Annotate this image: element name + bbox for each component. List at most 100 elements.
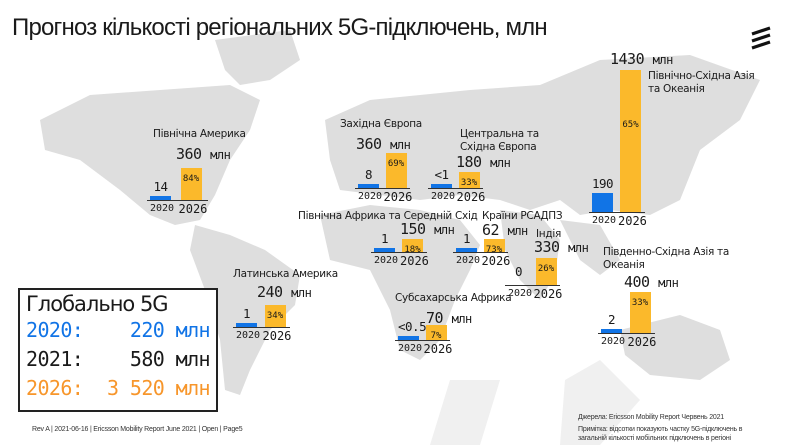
global-value: 580 млн <box>129 347 211 371</box>
value-2026: 360 <box>356 135 382 153</box>
source-note: Джерела: Ericsson Mobility Report Червен… <box>578 414 724 421</box>
share-percent: 34% <box>266 311 284 321</box>
mena-label-2020: 2020 <box>374 255 399 266</box>
we-name: Західна Європа <box>340 118 422 130</box>
share-percent: 73% <box>485 245 503 255</box>
share-percent: 7% <box>430 331 442 341</box>
cee-axis <box>428 188 483 189</box>
mena-value-2020: 1 <box>380 231 389 246</box>
we-label-2026: 2026 <box>383 190 413 204</box>
na-bar-2020 <box>150 196 171 200</box>
we-bar-2026: 69% <box>385 153 407 188</box>
gcc-bar-2026: 73% <box>483 239 505 255</box>
we-value-2026: 360 млн <box>356 135 411 153</box>
unit: млн <box>390 138 411 152</box>
latam-name: Латинська Америка <box>233 268 338 280</box>
ericsson-logo-icon <box>751 26 771 50</box>
india-name: Індія <box>536 228 561 240</box>
value-2026: 360 <box>176 145 202 163</box>
neasia-value-2026: 1430 млн <box>610 50 673 68</box>
unit: млн <box>490 156 511 170</box>
we-value-2020: 8 <box>364 167 373 182</box>
mena-axis <box>371 252 427 253</box>
ssa-axis <box>395 340 450 341</box>
mena-bar-2020 <box>374 248 395 252</box>
seasia-label-2020: 2020 <box>601 336 626 347</box>
share-percent: 69% <box>387 159 405 169</box>
share-percent: 26% <box>537 264 555 274</box>
na-label-2026: 2026 <box>178 202 208 216</box>
gcc-label-2020: 2020 <box>456 255 481 266</box>
latam-value-2020: 1 <box>242 306 251 321</box>
na-value-2026: 360 млн <box>176 145 231 163</box>
share-percent: 84% <box>182 174 200 184</box>
unit: млн <box>291 286 312 300</box>
latam-axis <box>233 327 290 328</box>
latam-label-2026: 2026 <box>262 329 292 343</box>
footer: Rev A | 2021-06-16 | Ericsson Mobility R… <box>32 426 243 433</box>
unit: млн <box>658 276 679 290</box>
ssa-value-2020: <0.5 <box>398 319 427 334</box>
gcc-axis <box>453 252 508 253</box>
na-bar-2026: 84% <box>180 168 202 200</box>
neasia-value-2020: 190 <box>592 176 614 191</box>
india-label-2026: 2026 <box>533 287 563 301</box>
global-row-2020: 2020: 220 млн <box>26 316 211 345</box>
global-value: 3 520 млн <box>107 376 211 400</box>
neasia-bar-2026: 65% <box>620 70 641 212</box>
seasia-bar-2026: 33% <box>629 292 651 333</box>
cee-name: Центральна та Східна Європа <box>460 128 539 153</box>
share-percent: 33% <box>631 298 649 308</box>
latam-bar-2020 <box>236 323 257 327</box>
gcc-value-2026: 62 млн <box>482 221 528 239</box>
ssa-label-2020: 2020 <box>398 343 423 354</box>
seasia-value-2026: 400 млн <box>624 273 679 291</box>
global-year: 2020: <box>26 318 84 342</box>
gcc-label-2026: 2026 <box>481 254 511 268</box>
global-year: 2021: <box>26 347 84 371</box>
value-2026: 70 <box>426 309 444 327</box>
gcc-name: Країни РСАДПЗ <box>482 210 563 222</box>
unit: млн <box>652 53 674 67</box>
global-row-2021: 2021: 580 млн <box>26 345 211 374</box>
gcc-bar-2020 <box>456 248 477 252</box>
we-label-2020: 2020 <box>358 191 383 202</box>
value-2026: 180 <box>456 153 482 171</box>
cee-label-2020: 2020 <box>431 191 456 202</box>
na-name: Північна Америка <box>153 128 246 140</box>
global-year: 2026: <box>26 376 84 400</box>
value-2026: 1430 <box>610 50 645 68</box>
na-axis <box>147 200 208 201</box>
mena-bar-2026: 18% <box>402 239 423 255</box>
mena-name: Північна Африка та Середній Схід <box>298 210 478 222</box>
share-percent: 33% <box>460 178 478 188</box>
neasia-axis <box>589 212 645 213</box>
neasia-name: Північно-Східна Азія та Океанія <box>648 70 755 95</box>
ssa-bar-2026: 7% <box>425 325 447 341</box>
value-2026: 240 <box>257 283 283 301</box>
na-value-2020: 14 <box>153 179 168 194</box>
seasia-value-2020: 2 <box>607 312 616 327</box>
unit: млн <box>451 312 473 326</box>
ssa-value-2026: 70 млн <box>426 309 472 327</box>
page-title: Прогноз кількості регіональних 5G-підклю… <box>12 14 548 41</box>
neasia-label-2026: 2026 <box>618 214 647 228</box>
ssa-label-2026: 2026 <box>423 342 453 356</box>
neasia-label-2020: 2020 <box>592 215 617 226</box>
india-value-2026: 330 млн <box>534 238 589 256</box>
india-bar-2026: 26% <box>535 258 557 285</box>
cee-value-2026: 180 млн <box>456 153 511 171</box>
ssa-name: Субсахарська Африка <box>395 292 512 304</box>
cee-bar-2020 <box>431 184 452 188</box>
cee-label-2026: 2026 <box>456 190 486 204</box>
gcc-value-2020: 1 <box>462 231 471 246</box>
global-5g-box: Глобально 5G 2020: 220 млн 2021: 580 млн 2… <box>18 288 218 412</box>
share-percent: 65% <box>622 120 639 130</box>
seasia-bar-2020 <box>601 329 622 333</box>
value-2026: 330 <box>534 238 560 256</box>
unit: млн <box>568 241 589 255</box>
global-row-2026: 2026: 3 520 млн <box>26 374 211 403</box>
india-axis <box>505 285 560 286</box>
latam-bar-2026: 34% <box>264 305 286 327</box>
india-label-2020: 2020 <box>508 288 533 299</box>
